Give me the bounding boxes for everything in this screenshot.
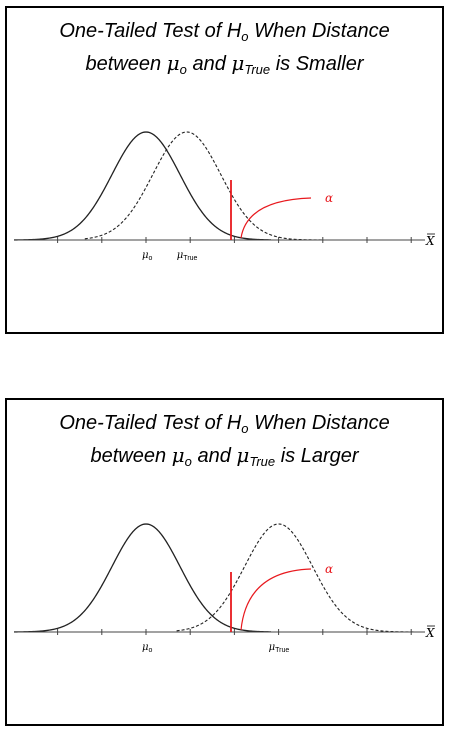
x-axis-label: X bbox=[425, 233, 435, 248]
title-mu1: μ bbox=[236, 443, 250, 467]
title-text: between bbox=[85, 53, 167, 75]
title-h: H bbox=[226, 412, 242, 434]
true-distribution-curve bbox=[176, 523, 415, 633]
panel-larger-distance: One-Tailed Test of Ho When Distance betw… bbox=[5, 398, 444, 726]
axis-ticks bbox=[57, 237, 412, 243]
alpha-label: α bbox=[325, 191, 333, 205]
true-distribution-curve bbox=[84, 131, 323, 241]
x-label-text: X bbox=[425, 234, 435, 248]
alpha-pointer-curve bbox=[240, 568, 312, 631]
title-mu0-sub: o bbox=[179, 62, 187, 77]
title-text: is Smaller bbox=[270, 53, 364, 75]
distribution-plot: α X μo μTrue bbox=[14, 131, 435, 262]
mu0-subscript: o bbox=[149, 255, 153, 262]
title-line-1: One-Tailed Test of Ho When Distance bbox=[7, 410, 442, 442]
title-line-1: One-Tailed Test of Ho When Distance bbox=[7, 18, 442, 50]
title-mu1: μ bbox=[231, 51, 245, 75]
panel-title: One-Tailed Test of Ho When Distance betw… bbox=[7, 18, 442, 83]
alpha-pointer-curve bbox=[240, 197, 312, 239]
mu-true-tick-label: μTrue bbox=[177, 250, 198, 262]
title-h: H bbox=[226, 20, 242, 42]
title-text: When Distance bbox=[248, 412, 390, 434]
null-distribution-curve bbox=[14, 131, 272, 241]
x-label-text: X bbox=[425, 626, 435, 640]
title-text: and bbox=[186, 53, 232, 75]
mu-true-tick-label: μTrue bbox=[269, 642, 290, 654]
title-mu0-sub: o bbox=[184, 454, 192, 469]
title-text: between bbox=[90, 445, 172, 467]
mu0-symbol: μ bbox=[142, 642, 149, 653]
title-h-sub: o bbox=[241, 421, 249, 436]
mu0-symbol: μ bbox=[142, 250, 149, 261]
title-text: is Larger bbox=[275, 445, 359, 467]
alpha-label: α bbox=[325, 562, 333, 576]
axis-ticks bbox=[57, 629, 412, 635]
null-distribution-curve bbox=[14, 523, 272, 633]
title-text: One-Tailed Test of bbox=[59, 412, 227, 434]
mu-true-subscript: True bbox=[183, 255, 197, 262]
mu-true-symbol: μ bbox=[269, 642, 276, 653]
mu-true-subscript: True bbox=[275, 647, 289, 654]
mu0-subscript: o bbox=[149, 647, 153, 654]
distribution-plot: α X μo μTrue bbox=[14, 523, 435, 654]
title-text: One-Tailed Test of bbox=[59, 20, 227, 42]
title-mu1-sub: True bbox=[244, 62, 271, 77]
title-mu0: μ bbox=[171, 443, 185, 467]
mu0-tick-label: μo bbox=[142, 250, 153, 262]
title-text: and bbox=[191, 445, 237, 467]
title-line-2: between μo and μTrue is Smaller bbox=[7, 50, 442, 83]
panel-title: One-Tailed Test of Ho When Distance betw… bbox=[7, 410, 442, 475]
title-line-2: between μo and μTrue is Larger bbox=[7, 442, 442, 475]
mu-true-symbol: μ bbox=[177, 250, 184, 261]
title-h-sub: o bbox=[241, 29, 249, 44]
mu0-tick-label: μo bbox=[142, 642, 153, 654]
title-mu1-sub: True bbox=[249, 454, 276, 469]
title-mu0: μ bbox=[166, 51, 180, 75]
x-axis-label: X bbox=[425, 625, 435, 640]
panel-smaller-distance: One-Tailed Test of Ho When Distance betw… bbox=[5, 6, 444, 334]
title-text: When Distance bbox=[248, 20, 390, 42]
